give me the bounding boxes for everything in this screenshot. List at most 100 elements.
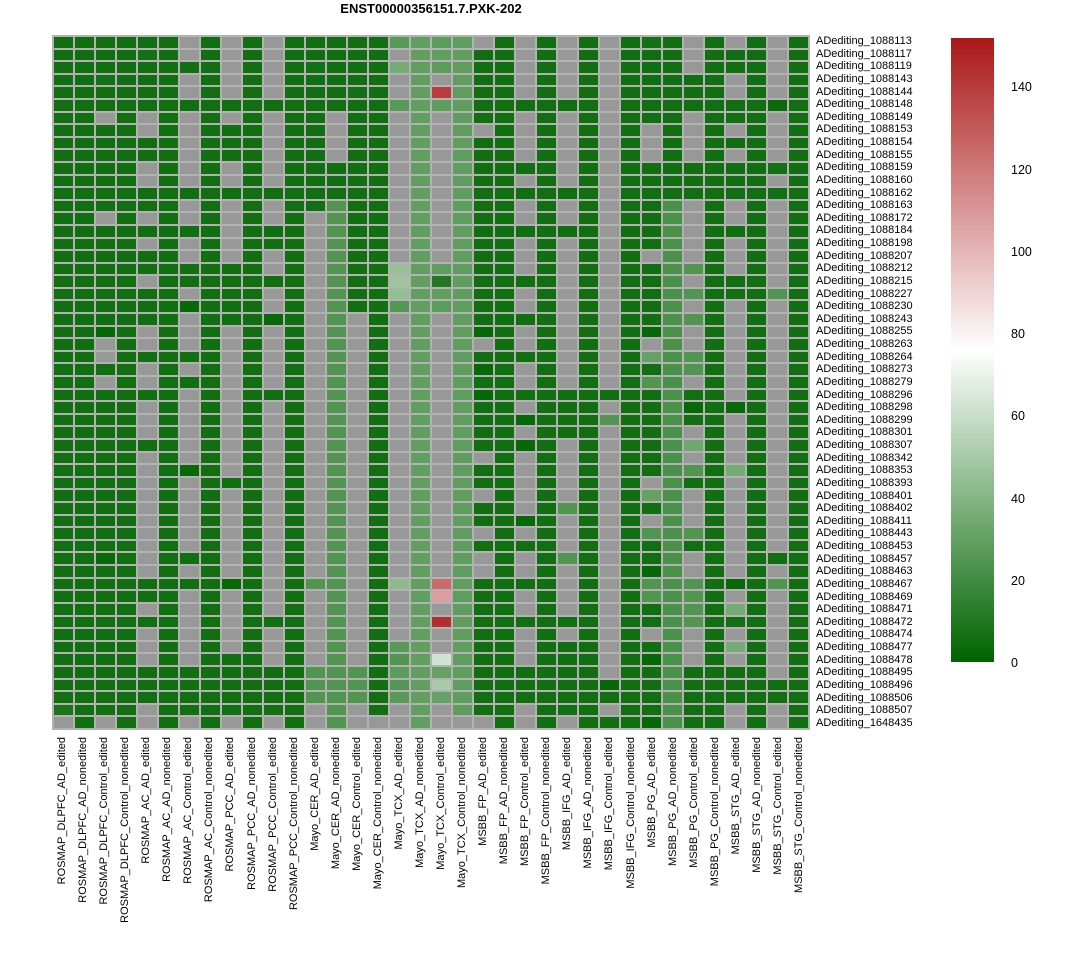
heatmap-cell xyxy=(138,175,157,187)
heatmap-cell xyxy=(516,62,535,73)
heatmap-cell xyxy=(285,616,304,628)
colorbar-tick-label: 0 xyxy=(1011,656,1018,670)
heatmap-cell xyxy=(453,263,472,275)
heatmap-cell xyxy=(663,490,682,502)
heatmap-cell xyxy=(768,692,787,703)
heatmap-cell xyxy=(411,263,430,275)
heatmap-cell xyxy=(726,326,745,338)
colorbar-segment xyxy=(951,579,994,585)
colorbar-segment xyxy=(951,438,994,444)
heatmap-cell xyxy=(768,641,787,653)
heatmap-cell xyxy=(663,238,682,250)
heatmap-cell xyxy=(621,515,640,527)
heatmap-cell xyxy=(306,188,325,199)
heatmap-cell xyxy=(495,603,514,615)
heatmap-cell xyxy=(243,591,262,602)
heatmap-cell xyxy=(138,314,157,325)
heatmap-cell xyxy=(453,452,472,464)
heatmap-cell xyxy=(306,503,325,514)
heatmap-cell xyxy=(621,540,640,552)
heatmap-cell xyxy=(54,578,73,590)
row-label: ADediting_1088155 xyxy=(816,148,913,161)
heatmap-cell xyxy=(600,339,619,350)
row-label: ADediting_1088160 xyxy=(816,173,913,186)
heatmap-cell xyxy=(495,440,514,451)
heatmap-cell xyxy=(96,679,115,691)
heatmap-cell xyxy=(222,465,241,476)
heatmap-cell xyxy=(537,414,556,426)
colorbar-segment xyxy=(951,599,994,606)
heatmap-cell xyxy=(348,112,367,124)
heatmap-cell xyxy=(663,87,682,98)
heatmap-cell xyxy=(117,440,136,451)
heatmap-cell xyxy=(390,162,409,174)
heatmap-cell xyxy=(684,288,703,300)
heatmap-cell xyxy=(117,515,136,527)
heatmap-cell xyxy=(474,389,493,401)
heatmap-cell xyxy=(243,251,262,262)
heatmap-cell xyxy=(474,566,493,577)
heatmap-cell xyxy=(432,37,451,48)
heatmap-cell xyxy=(663,364,682,376)
heatmap-cell xyxy=(348,566,367,577)
heatmap-cell xyxy=(558,503,577,514)
heatmap-cell xyxy=(705,717,724,728)
heatmap-cell xyxy=(495,326,514,338)
heatmap-cell xyxy=(327,175,346,187)
heatmap-cell xyxy=(96,641,115,653)
heatmap-cell xyxy=(159,351,178,363)
heatmap-cell xyxy=(390,603,409,615)
heatmap-cell xyxy=(306,566,325,577)
heatmap-cell xyxy=(663,465,682,476)
heatmap-cell xyxy=(621,553,640,565)
heatmap-cell xyxy=(621,440,640,451)
heatmap-cell xyxy=(453,692,472,703)
colorbar-segment xyxy=(951,303,994,309)
heatmap-cell xyxy=(684,465,703,476)
column-label: ROSMAP_AC_AD_edited xyxy=(140,737,153,864)
heatmap-cell xyxy=(621,704,640,716)
heatmap-cell xyxy=(327,566,346,577)
heatmap-cell xyxy=(264,389,283,401)
heatmap-cell xyxy=(516,49,535,61)
heatmap-cell xyxy=(768,717,787,728)
heatmap-cell xyxy=(747,200,766,212)
heatmap-cell xyxy=(327,515,346,527)
heatmap-cell xyxy=(516,251,535,262)
heatmap-cell xyxy=(138,301,157,313)
heatmap-cell xyxy=(642,125,661,136)
heatmap-cell xyxy=(453,288,472,300)
heatmap-cell xyxy=(537,263,556,275)
heatmap-cell xyxy=(495,364,514,376)
heatmap-cell xyxy=(285,679,304,691)
heatmap-cell xyxy=(306,37,325,48)
column-label: Mayo_TCX_Control_nonedited xyxy=(456,737,469,889)
heatmap-cell xyxy=(411,566,430,577)
heatmap-cell xyxy=(558,553,577,565)
heatmap-cell xyxy=(369,679,388,691)
heatmap-cell xyxy=(558,49,577,61)
heatmap-cell xyxy=(96,427,115,438)
colorbar-segment xyxy=(951,287,994,293)
heatmap-cell xyxy=(474,578,493,590)
heatmap-cell xyxy=(726,339,745,350)
heatmap-cell xyxy=(747,137,766,149)
heatmap-cell xyxy=(516,326,535,338)
heatmap-cell xyxy=(180,251,199,262)
heatmap-cell xyxy=(642,566,661,577)
heatmap-cell xyxy=(96,213,115,224)
heatmap-cell xyxy=(243,616,262,628)
row-label: ADediting_1088255 xyxy=(816,325,913,338)
heatmap-cell xyxy=(663,603,682,615)
heatmap-cell xyxy=(684,717,703,728)
heatmap-cell xyxy=(222,175,241,187)
heatmap-cell xyxy=(96,402,115,413)
heatmap-cell xyxy=(789,175,808,187)
heatmap-cell xyxy=(75,175,94,187)
heatmap-cell xyxy=(117,616,136,628)
heatmap-cell xyxy=(222,389,241,401)
heatmap-cell xyxy=(348,326,367,338)
heatmap-cell xyxy=(768,125,787,136)
heatmap-cell xyxy=(54,402,73,413)
heatmap-cell xyxy=(285,188,304,199)
